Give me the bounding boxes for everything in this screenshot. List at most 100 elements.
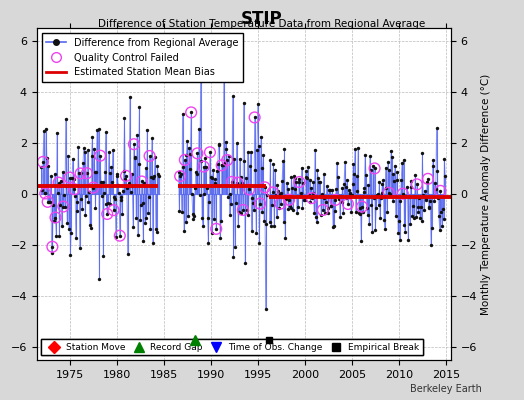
Point bbox=[259, 152, 267, 158]
Point bbox=[130, 141, 138, 148]
Point bbox=[324, 210, 333, 216]
Point bbox=[70, 186, 79, 192]
Point bbox=[406, 220, 414, 227]
Point bbox=[342, 194, 350, 201]
Point bbox=[384, 158, 392, 165]
Point bbox=[415, 194, 423, 201]
Point bbox=[103, 211, 112, 217]
Point bbox=[319, 207, 327, 213]
Point bbox=[295, 179, 303, 185]
Point bbox=[153, 163, 161, 170]
Point bbox=[426, 198, 434, 204]
Point bbox=[47, 173, 55, 180]
Point bbox=[181, 219, 190, 226]
Point bbox=[132, 214, 140, 221]
Point bbox=[285, 196, 293, 203]
Point bbox=[434, 195, 442, 201]
Point bbox=[331, 208, 339, 214]
Point bbox=[344, 201, 352, 207]
Point bbox=[83, 147, 92, 153]
Point bbox=[356, 205, 365, 212]
Point bbox=[334, 196, 343, 202]
Point bbox=[55, 233, 63, 239]
Point bbox=[355, 210, 363, 216]
Point bbox=[110, 207, 118, 213]
Point bbox=[199, 223, 207, 229]
Point bbox=[210, 216, 218, 222]
Point bbox=[124, 250, 132, 257]
Point bbox=[369, 194, 378, 201]
Point bbox=[268, 202, 276, 208]
Point bbox=[399, 157, 408, 163]
Point bbox=[402, 184, 411, 190]
Point bbox=[61, 116, 70, 122]
Point bbox=[269, 161, 278, 167]
Point bbox=[237, 174, 246, 180]
Point bbox=[368, 229, 376, 236]
Point bbox=[181, 157, 189, 163]
Point bbox=[287, 174, 296, 180]
Point bbox=[175, 208, 183, 214]
Point bbox=[358, 208, 367, 215]
Point bbox=[236, 156, 244, 162]
Point bbox=[137, 178, 146, 185]
Point bbox=[391, 162, 399, 169]
Point bbox=[316, 192, 325, 199]
Point bbox=[209, 167, 217, 174]
Point bbox=[233, 179, 242, 186]
Point bbox=[249, 200, 257, 206]
Point bbox=[279, 158, 287, 164]
Point bbox=[250, 114, 259, 121]
Point bbox=[260, 217, 268, 224]
Point bbox=[398, 160, 406, 166]
Point bbox=[414, 209, 423, 216]
Point bbox=[418, 218, 426, 224]
Point bbox=[286, 203, 294, 209]
Point bbox=[423, 179, 431, 185]
Point bbox=[396, 236, 404, 243]
Point bbox=[331, 197, 340, 203]
Point bbox=[130, 155, 139, 161]
Point bbox=[101, 169, 109, 176]
Point bbox=[439, 206, 447, 212]
Point bbox=[246, 162, 254, 169]
Point bbox=[266, 157, 275, 163]
Point bbox=[116, 232, 124, 239]
Point bbox=[290, 186, 299, 192]
Point bbox=[51, 214, 60, 221]
Point bbox=[108, 147, 117, 154]
Point bbox=[184, 213, 192, 220]
Point bbox=[59, 203, 68, 210]
Point bbox=[77, 196, 85, 202]
Point bbox=[293, 210, 301, 216]
Point bbox=[294, 176, 303, 182]
Point bbox=[299, 180, 308, 187]
Point bbox=[425, 204, 434, 211]
Point bbox=[88, 133, 96, 140]
Point bbox=[42, 125, 50, 132]
Point bbox=[271, 167, 279, 173]
Point bbox=[238, 180, 246, 186]
Point bbox=[219, 162, 227, 168]
Point bbox=[71, 193, 79, 199]
Point bbox=[239, 207, 247, 213]
Point bbox=[370, 165, 379, 172]
Point bbox=[89, 184, 97, 191]
Point bbox=[360, 185, 368, 191]
Point bbox=[40, 190, 49, 197]
Point bbox=[337, 198, 346, 205]
Point bbox=[66, 252, 74, 258]
Point bbox=[396, 198, 405, 204]
Point bbox=[291, 174, 300, 181]
Point bbox=[397, 176, 406, 183]
Point bbox=[410, 215, 418, 222]
Point bbox=[424, 176, 432, 182]
Point bbox=[124, 183, 133, 189]
Point bbox=[440, 216, 448, 222]
Point bbox=[200, 163, 208, 170]
Point bbox=[107, 164, 115, 170]
Point bbox=[132, 154, 140, 160]
Point bbox=[239, 207, 247, 213]
Point bbox=[323, 183, 331, 190]
Point bbox=[307, 185, 315, 192]
